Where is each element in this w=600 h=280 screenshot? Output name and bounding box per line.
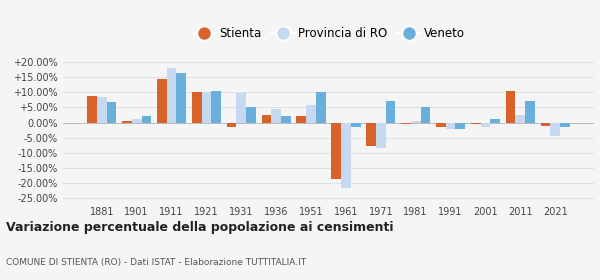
Bar	[167, 68, 176, 123]
Bar	[351, 123, 361, 127]
Bar	[262, 115, 271, 123]
Bar	[246, 107, 256, 123]
Bar	[541, 123, 550, 126]
Bar	[525, 101, 535, 123]
Bar	[331, 123, 341, 179]
Bar	[446, 123, 455, 129]
Bar	[376, 123, 386, 148]
Bar	[236, 93, 246, 123]
Bar	[192, 92, 202, 123]
Bar	[506, 91, 515, 123]
Bar	[176, 73, 186, 123]
Bar	[455, 123, 465, 129]
Bar	[421, 107, 430, 123]
Text: COMUNE DI STIENTA (RO) - Dati ISTAT - Elaborazione TUTTITALIA.IT: COMUNE DI STIENTA (RO) - Dati ISTAT - El…	[6, 258, 306, 267]
Legend: Stienta, Provincia di RO, Veneto: Stienta, Provincia di RO, Veneto	[190, 25, 467, 43]
Bar	[306, 105, 316, 123]
Bar	[366, 123, 376, 146]
Bar	[481, 123, 490, 127]
Text: Variazione percentuale della popolazione ai censimenti: Variazione percentuale della popolazione…	[6, 221, 394, 234]
Bar	[436, 123, 446, 127]
Bar	[281, 116, 291, 123]
Bar	[411, 121, 421, 123]
Bar	[132, 119, 142, 123]
Bar	[157, 79, 167, 123]
Bar	[202, 92, 211, 123]
Bar	[386, 101, 395, 123]
Bar	[107, 102, 116, 123]
Bar	[471, 123, 481, 124]
Bar	[122, 120, 132, 123]
Bar	[490, 119, 500, 123]
Bar	[550, 123, 560, 136]
Bar	[97, 97, 107, 123]
Bar	[341, 123, 351, 188]
Bar	[296, 116, 306, 123]
Bar	[515, 115, 525, 123]
Bar	[560, 123, 570, 127]
Bar	[271, 109, 281, 123]
Bar	[401, 123, 411, 124]
Bar	[211, 91, 221, 123]
Bar	[227, 123, 236, 127]
Bar	[316, 92, 326, 123]
Bar	[142, 116, 151, 123]
Bar	[87, 96, 97, 123]
